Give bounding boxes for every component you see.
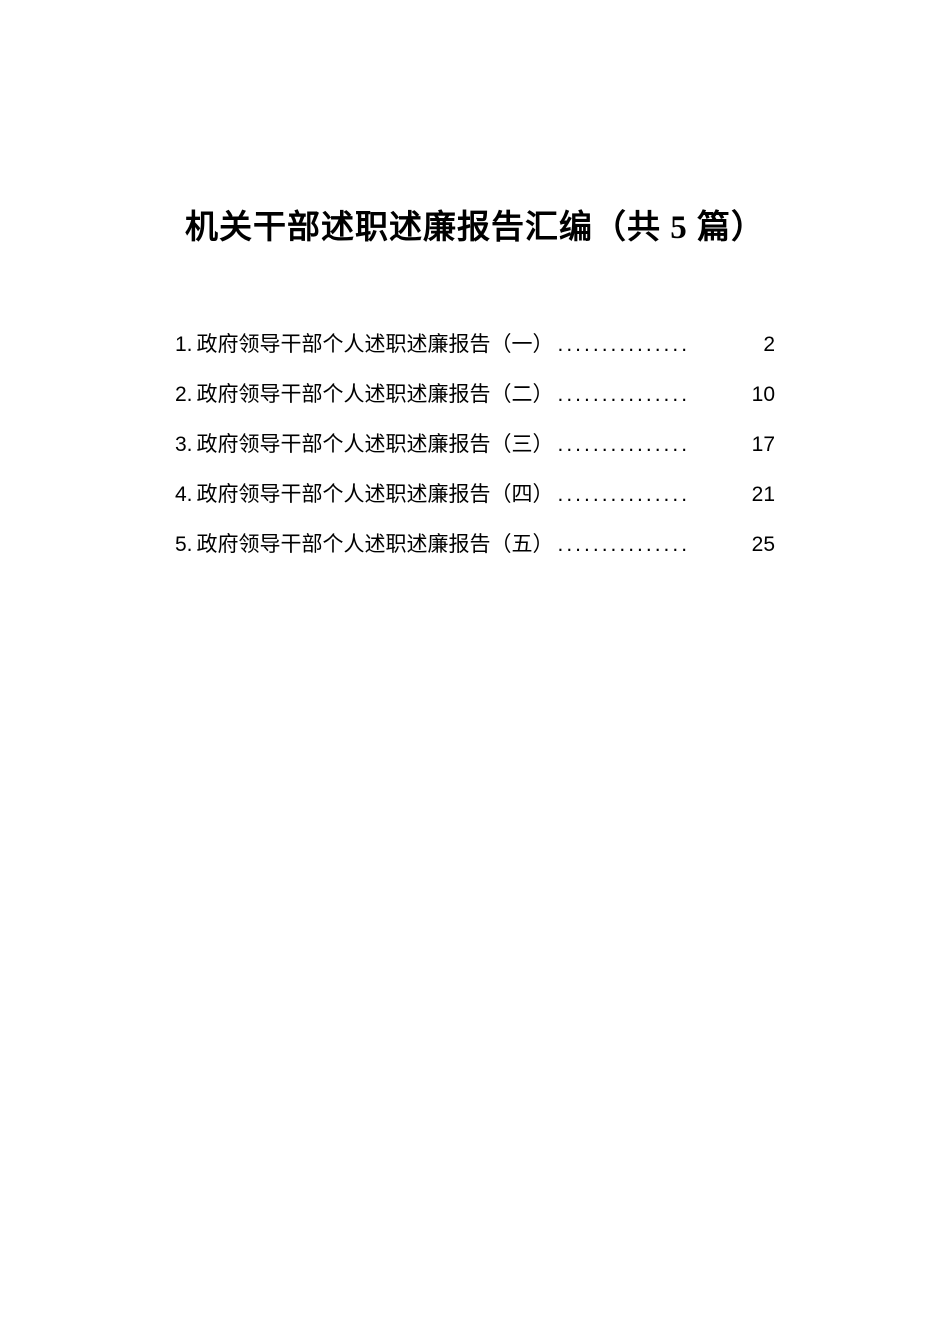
toc-item-number: 1. — [175, 333, 193, 357]
toc-item-dots: ............... — [558, 333, 760, 357]
toc-item-dots: ............... — [558, 533, 748, 557]
toc-item-text: 政府领导干部个人述职述廉报告（四） — [197, 478, 554, 508]
toc-item-page: 25 — [752, 533, 775, 557]
toc-item-text: 政府领导干部个人述职述廉报告（一） — [197, 328, 554, 358]
toc-item-text: 政府领导干部个人述职述廉报告（五） — [197, 528, 554, 558]
toc-item-dots: ............... — [558, 433, 748, 457]
toc-item: 5. 政府领导干部个人述职述廉报告（五） ............... 25 — [175, 528, 775, 558]
toc-item-number: 4. — [175, 483, 193, 507]
toc-item: 1. 政府领导干部个人述职述廉报告（一） ............... 2 — [175, 328, 775, 358]
toc-item-number: 2. — [175, 383, 193, 407]
toc-item: 3. 政府领导干部个人述职述廉报告（三） ............... 17 — [175, 428, 775, 458]
toc-item-page: 17 — [752, 433, 775, 457]
toc-item: 4. 政府领导干部个人述职述廉报告（四） ............... 21 — [175, 478, 775, 508]
toc-item-dots: ............... — [558, 383, 748, 407]
toc-item-number: 3. — [175, 433, 193, 457]
toc-item-page: 2 — [763, 333, 775, 357]
toc-item-page: 21 — [752, 483, 775, 507]
toc-item-text: 政府领导干部个人述职述廉报告（二） — [197, 378, 554, 408]
document-title: 机关干部述职述廉报告汇编（共 5 篇） — [0, 200, 950, 248]
toc-item-page: 10 — [752, 383, 775, 407]
toc-item: 2. 政府领导干部个人述职述廉报告（二） ............... 10 — [175, 378, 775, 408]
table-of-contents: 1. 政府领导干部个人述职述廉报告（一） ............... 2 2… — [175, 328, 775, 558]
toc-item-text: 政府领导干部个人述职述廉报告（三） — [197, 428, 554, 458]
toc-item-number: 5. — [175, 533, 193, 557]
toc-item-dots: ............... — [558, 483, 748, 507]
